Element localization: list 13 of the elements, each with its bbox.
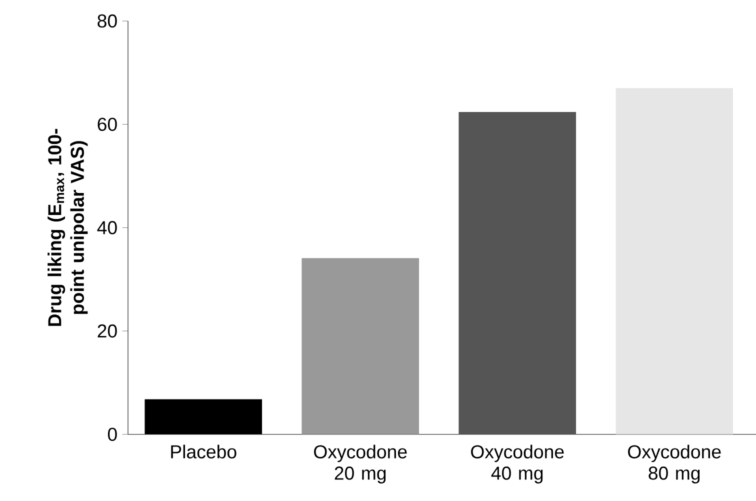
y-tick-label: 40 — [97, 221, 117, 234]
x-tick-label: Oxycodone 20 mg — [314, 444, 407, 484]
y-tick-label: 80 — [98, 14, 117, 28]
x-tick-label: Oxycodone 80 mg — [628, 444, 721, 484]
y-tick-label: 60 — [98, 118, 117, 131]
bar — [302, 258, 420, 434]
x-tick-label: Oxycodone 40 mg — [471, 444, 564, 484]
x-tick-label: Placebo — [171, 444, 236, 458]
y-tick-label: 20 — [98, 324, 117, 338]
bar — [458, 112, 576, 434]
bar — [144, 399, 262, 434]
bar — [616, 88, 734, 434]
y-tick-label: 0 — [108, 428, 117, 441]
